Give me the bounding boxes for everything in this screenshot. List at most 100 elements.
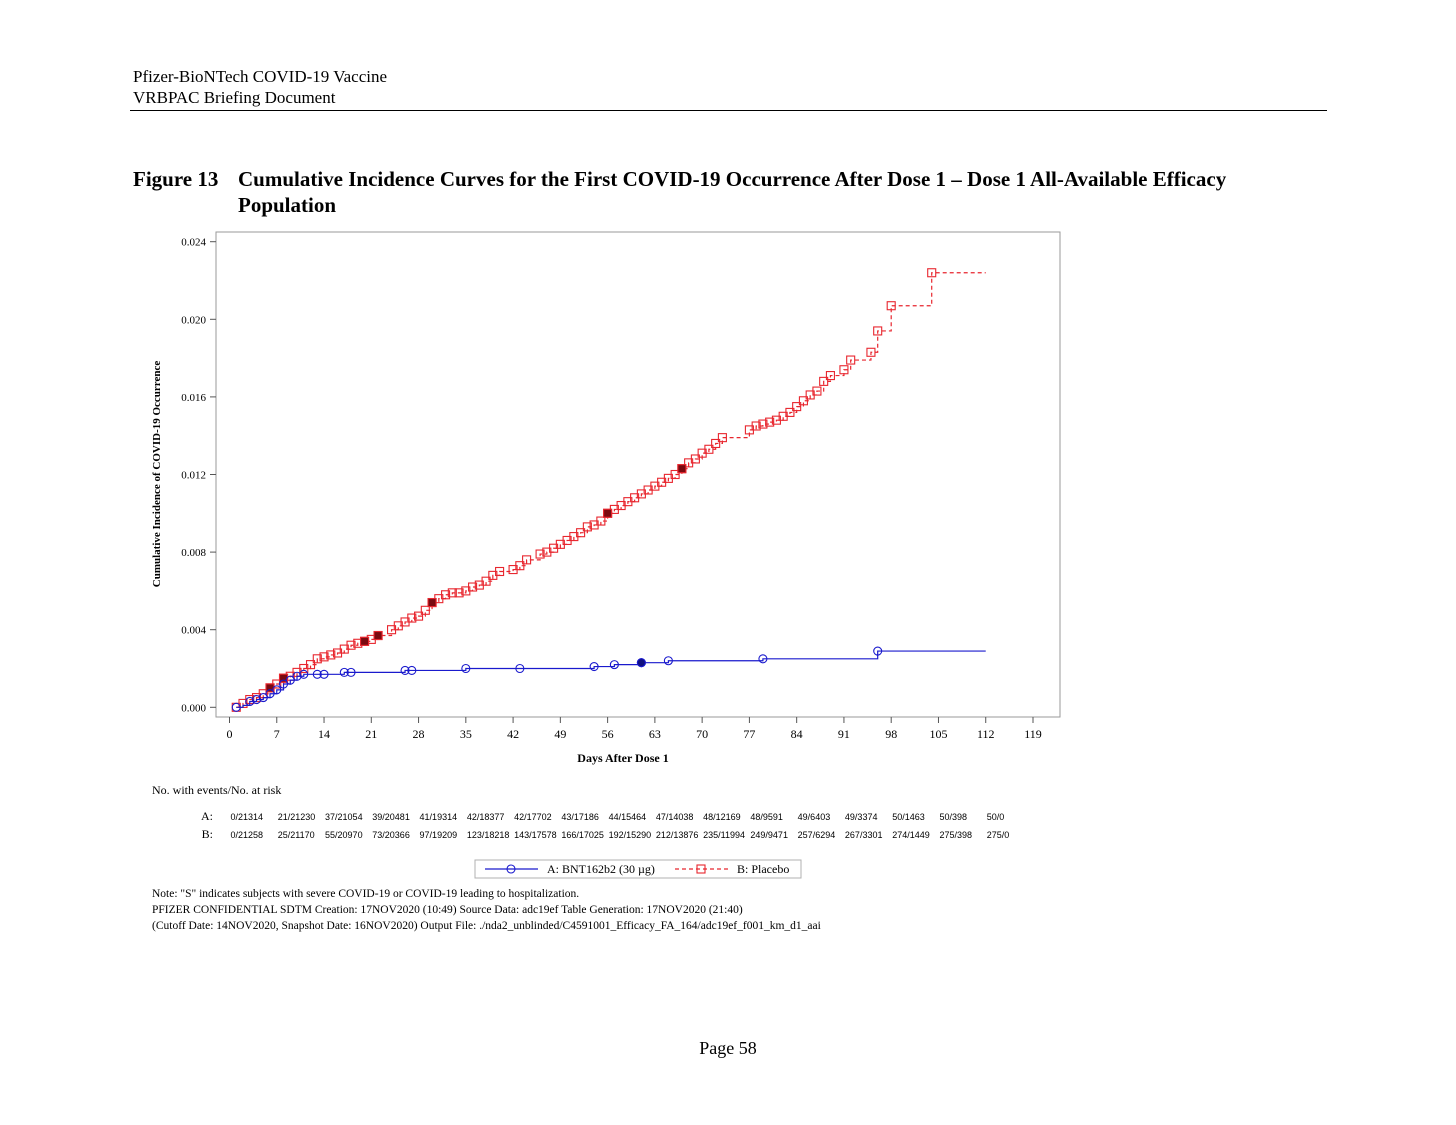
event-marker bbox=[326, 650, 336, 660]
risk-table-cell: 0/21314 bbox=[231, 812, 264, 822]
x-tick-label: 56 bbox=[602, 727, 614, 741]
event-marker bbox=[461, 663, 471, 674]
event-marker bbox=[299, 669, 309, 679]
risk-table-label: No. with events/No. at risk bbox=[152, 783, 282, 797]
x-tick-label: 98 bbox=[885, 727, 897, 741]
y-axis-title: Cumulative Incidence of COVID-19 Occurre… bbox=[151, 361, 163, 588]
severe-case-marker bbox=[427, 597, 437, 608]
severe-case-marker bbox=[278, 673, 289, 683]
y-tick-label: 0.016 bbox=[181, 392, 206, 404]
x-tick-label: 77 bbox=[743, 727, 755, 741]
event-marker bbox=[704, 444, 714, 454]
header-divider bbox=[130, 110, 1327, 111]
risk-table-cell: 257/6294 bbox=[798, 830, 836, 840]
risk-table-cell: 123/18218 bbox=[467, 830, 510, 840]
document-header: Pfizer-BioNTech COVID-19 Vaccine VRBPAC … bbox=[133, 66, 387, 108]
risk-table-cell: 192/15290 bbox=[609, 830, 652, 840]
footnotes: Note: "S" indicates subjects with severe… bbox=[152, 886, 821, 934]
risk-table-cell: 275/0 bbox=[987, 830, 1010, 840]
event-marker bbox=[305, 660, 316, 670]
event-marker bbox=[609, 660, 619, 670]
event-marker bbox=[407, 665, 417, 675]
footnote-severe: Note: "S" indicates subjects with severe… bbox=[152, 888, 580, 900]
x-tick-label: 119 bbox=[1024, 727, 1042, 741]
risk-table-cell: 166/17025 bbox=[561, 830, 604, 840]
event-marker bbox=[515, 561, 525, 571]
severe-case-marker bbox=[373, 630, 383, 641]
x-tick-label: 21 bbox=[365, 727, 377, 741]
severe-case-marker bbox=[636, 658, 646, 668]
risk-table-cell: 97/19209 bbox=[420, 830, 458, 840]
severe-case-marker bbox=[265, 683, 275, 693]
event-marker bbox=[420, 605, 430, 615]
event-marker bbox=[495, 566, 505, 577]
event-marker bbox=[798, 396, 808, 406]
x-axis-title: Days After Dose 1 bbox=[577, 751, 668, 765]
legend-marker-b bbox=[696, 864, 706, 874]
risk-table-cell: 275/398 bbox=[939, 830, 972, 840]
x-tick-label: 14 bbox=[318, 727, 330, 741]
event-marker bbox=[711, 438, 721, 449]
x-tick-label: 63 bbox=[649, 727, 661, 741]
y-tick-label: 0.008 bbox=[181, 547, 206, 559]
risk-row-label: B: bbox=[202, 827, 213, 841]
severe-case-marker bbox=[359, 636, 370, 646]
header-line-1: Pfizer-BioNTech COVID-19 Vaccine bbox=[133, 67, 388, 86]
x-tick-label: 84 bbox=[791, 727, 803, 741]
event-marker bbox=[825, 371, 835, 381]
x-tick-label: 35 bbox=[460, 727, 472, 741]
y-tick-label: 0.012 bbox=[181, 470, 206, 482]
event-marker bbox=[846, 355, 856, 365]
risk-table-cell: 21/21230 bbox=[278, 812, 316, 822]
risk-table-cell: 267/3301 bbox=[845, 830, 883, 840]
event-marker bbox=[319, 669, 329, 679]
x-tick-label: 91 bbox=[838, 727, 850, 741]
footnote-confidential: PFIZER CONFIDENTIAL SDTM Creation: 17NOV… bbox=[152, 904, 743, 916]
event-marker bbox=[576, 528, 586, 538]
event-marker bbox=[319, 652, 329, 662]
series-line bbox=[236, 272, 986, 708]
risk-table-cell: 42/18377 bbox=[467, 812, 505, 822]
event-marker bbox=[886, 301, 896, 311]
event-marker bbox=[717, 433, 727, 443]
figure-number: Figure 13 bbox=[133, 167, 219, 191]
event-marker bbox=[346, 667, 356, 677]
event-marker bbox=[670, 469, 680, 480]
page-number: Page 58 bbox=[699, 1038, 757, 1058]
severe-case-marker bbox=[603, 508, 613, 518]
y-tick-label: 0.004 bbox=[181, 625, 206, 637]
series-line bbox=[236, 650, 986, 708]
risk-table-cell: 274/1449 bbox=[892, 830, 930, 840]
risk-table-cell: 41/19314 bbox=[420, 812, 458, 822]
event-marker bbox=[690, 454, 700, 464]
risk-table-cell: 25/21170 bbox=[278, 830, 315, 840]
figure-caption: Figure 13 Cumulative Incidence Curves fo… bbox=[133, 166, 1303, 218]
header-line-2: VRBPAC Briefing Document bbox=[133, 88, 336, 107]
event-marker bbox=[873, 646, 883, 656]
legend-marker-a bbox=[506, 864, 516, 874]
event-marker bbox=[758, 654, 768, 664]
severe-case-marker bbox=[677, 464, 687, 474]
event-marker bbox=[441, 590, 451, 600]
event-marker bbox=[812, 386, 822, 396]
risk-table-cell: 49/3374 bbox=[845, 812, 878, 822]
event-marker bbox=[407, 613, 417, 623]
legend-box bbox=[474, 859, 802, 879]
event-marker bbox=[522, 555, 532, 565]
figure-title: Cumulative Incidence Curves for the Firs… bbox=[238, 167, 1227, 217]
event-marker bbox=[346, 640, 356, 650]
event-marker bbox=[258, 693, 268, 703]
legend-label-b: B: Placebo bbox=[737, 862, 789, 876]
event-marker bbox=[481, 576, 491, 586]
risk-table-cell: 235/11994 bbox=[703, 830, 745, 840]
event-marker bbox=[663, 656, 673, 666]
event-marker bbox=[873, 326, 883, 336]
footnote-output-file: (Cutoff Date: 14NOV2020, Snapshot Date: … bbox=[152, 920, 821, 932]
risk-table-cell: 50/0 bbox=[987, 812, 1005, 822]
x-tick-label: 28 bbox=[413, 727, 425, 741]
event-marker bbox=[312, 669, 322, 679]
event-marker bbox=[839, 365, 849, 375]
risk-table-cell: 50/1463 bbox=[892, 812, 925, 822]
event-marker bbox=[792, 402, 802, 412]
